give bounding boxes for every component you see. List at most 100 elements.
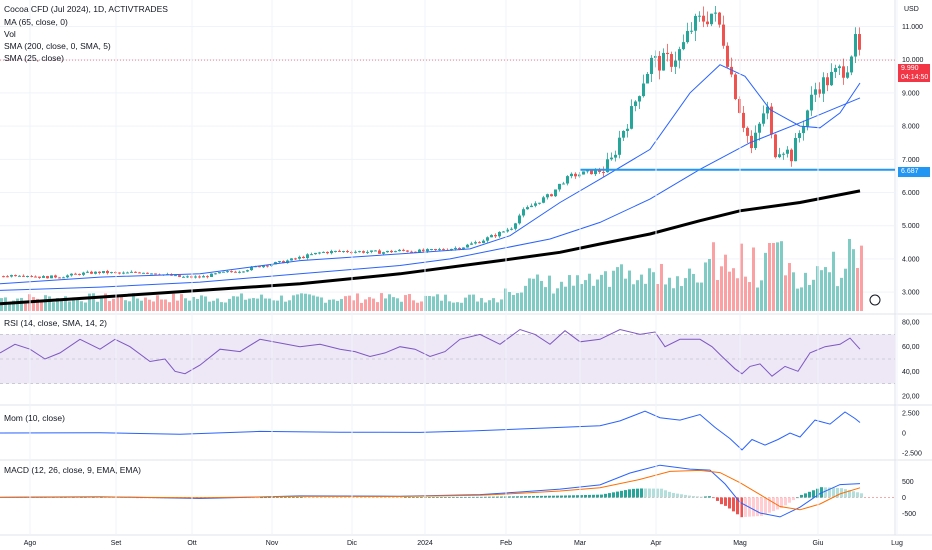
macd-histogram-bar	[592, 494, 595, 498]
volume-bar	[168, 302, 171, 311]
volume-bar	[692, 273, 695, 311]
volume-bar	[860, 245, 863, 311]
candle-body	[126, 272, 129, 274]
candle-body	[594, 170, 597, 175]
volume-bar	[632, 284, 635, 311]
volume-bar	[392, 297, 395, 311]
volume-bar	[548, 275, 551, 311]
macd-histogram-bar	[388, 497, 391, 498]
volume-bar	[584, 280, 587, 311]
macd-histogram-bar	[256, 497, 259, 499]
volume-bar	[832, 251, 835, 311]
candle-body	[570, 173, 573, 177]
candle-body	[662, 52, 665, 71]
last-price-tag: 9.990 04:14:50	[898, 64, 930, 82]
legend-macd[interactable]: MACD (12, 26, close, 9, EMA, EMA)	[4, 465, 141, 475]
macd-histogram-bar	[732, 497, 735, 512]
time-tick-label: Mag	[733, 540, 747, 547]
macd-histogram-bar	[684, 494, 687, 498]
macd-histogram-bar	[400, 497, 403, 498]
volume-bar	[680, 286, 683, 311]
macd-histogram-bar	[316, 497, 319, 498]
volume-bar	[244, 299, 247, 311]
macd-histogram-bar	[832, 487, 835, 498]
volume-bar	[452, 302, 455, 311]
candle-body	[774, 134, 777, 158]
volume-bar	[400, 301, 403, 311]
candle-body	[358, 251, 361, 253]
candle-body	[122, 272, 125, 274]
volume-bar	[752, 247, 755, 311]
macd-histogram-bar	[248, 497, 251, 499]
candle-body	[470, 243, 473, 245]
volume-bar	[540, 280, 543, 311]
candle-body	[90, 271, 93, 274]
legend-rsi[interactable]: RSI (14, close, SMA, 14, 2)	[4, 318, 107, 328]
currency-label[interactable]: USD	[904, 6, 919, 13]
volume-bar	[288, 300, 291, 311]
volume-bar	[304, 293, 307, 311]
volume-bar	[24, 302, 27, 311]
macd-histogram-bar	[268, 497, 271, 498]
volume-bar	[492, 298, 495, 311]
macd-histogram-bar	[608, 493, 611, 498]
candle-body	[554, 189, 557, 197]
volume-bar	[604, 271, 607, 311]
legend-ma65[interactable]: MA (65, close, 0)	[4, 17, 68, 27]
candle-body	[646, 73, 649, 84]
volume-bar	[840, 277, 843, 311]
volume-bar	[112, 298, 115, 311]
macd-histogram-bar	[848, 490, 851, 498]
candle-body	[366, 251, 369, 253]
macd-histogram-bar	[488, 496, 491, 498]
candle-body	[514, 223, 517, 229]
macd-histogram-bar	[808, 491, 811, 498]
candle-body	[210, 273, 213, 277]
candle-body	[198, 276, 201, 278]
legend-sma25[interactable]: SMA (25, close)	[4, 53, 64, 63]
macd-histogram-bar	[548, 495, 551, 498]
volume-bar	[460, 302, 463, 311]
macd-histogram-bar	[436, 497, 439, 498]
volume-bar	[48, 296, 51, 311]
candle-body	[502, 231, 505, 233]
candle-body	[66, 275, 69, 278]
legend-mom[interactable]: Mom (10, close)	[4, 413, 65, 423]
macd-histogram-bar	[356, 497, 359, 498]
macd-histogram-bar	[860, 493, 863, 498]
candle-body	[734, 74, 737, 100]
candle-body	[222, 271, 225, 273]
volume-bar	[124, 300, 127, 311]
macd-histogram-bar	[788, 497, 791, 503]
volume-bar	[852, 249, 855, 311]
candle-body	[786, 149, 789, 154]
volume-bar	[272, 300, 275, 311]
macd-histogram-bar	[516, 496, 519, 498]
price-tick-label: 6.000	[902, 190, 920, 197]
volume-bar	[628, 270, 631, 311]
volume-bar	[572, 285, 575, 311]
volume-bar	[12, 300, 15, 311]
time-tick-label: Nov	[266, 540, 279, 547]
volume-bar	[592, 285, 595, 311]
legend-vol[interactable]: Vol	[4, 29, 16, 39]
macd-histogram-bar	[628, 489, 631, 498]
volume-bar	[176, 300, 179, 311]
volume-bar	[648, 268, 651, 311]
price-tick-label: 3.000	[902, 290, 920, 297]
volume-bar	[788, 263, 791, 311]
candle-body	[494, 235, 497, 237]
candle-body	[334, 250, 337, 252]
macd-histogram-bar	[440, 497, 443, 498]
time-tick-label: Set	[111, 540, 122, 547]
candle-body	[846, 72, 849, 78]
macd-histogram-bar	[264, 497, 267, 499]
price-tick-label: 5.000	[902, 223, 920, 230]
macd-histogram-bar	[572, 495, 575, 498]
legend-sma200[interactable]: SMA (200, close, 0, SMA, 5)	[4, 41, 111, 51]
candle-body	[406, 250, 409, 252]
macd-histogram-bar	[580, 495, 583, 498]
volume-bar	[488, 300, 491, 311]
candle-body	[822, 77, 825, 94]
